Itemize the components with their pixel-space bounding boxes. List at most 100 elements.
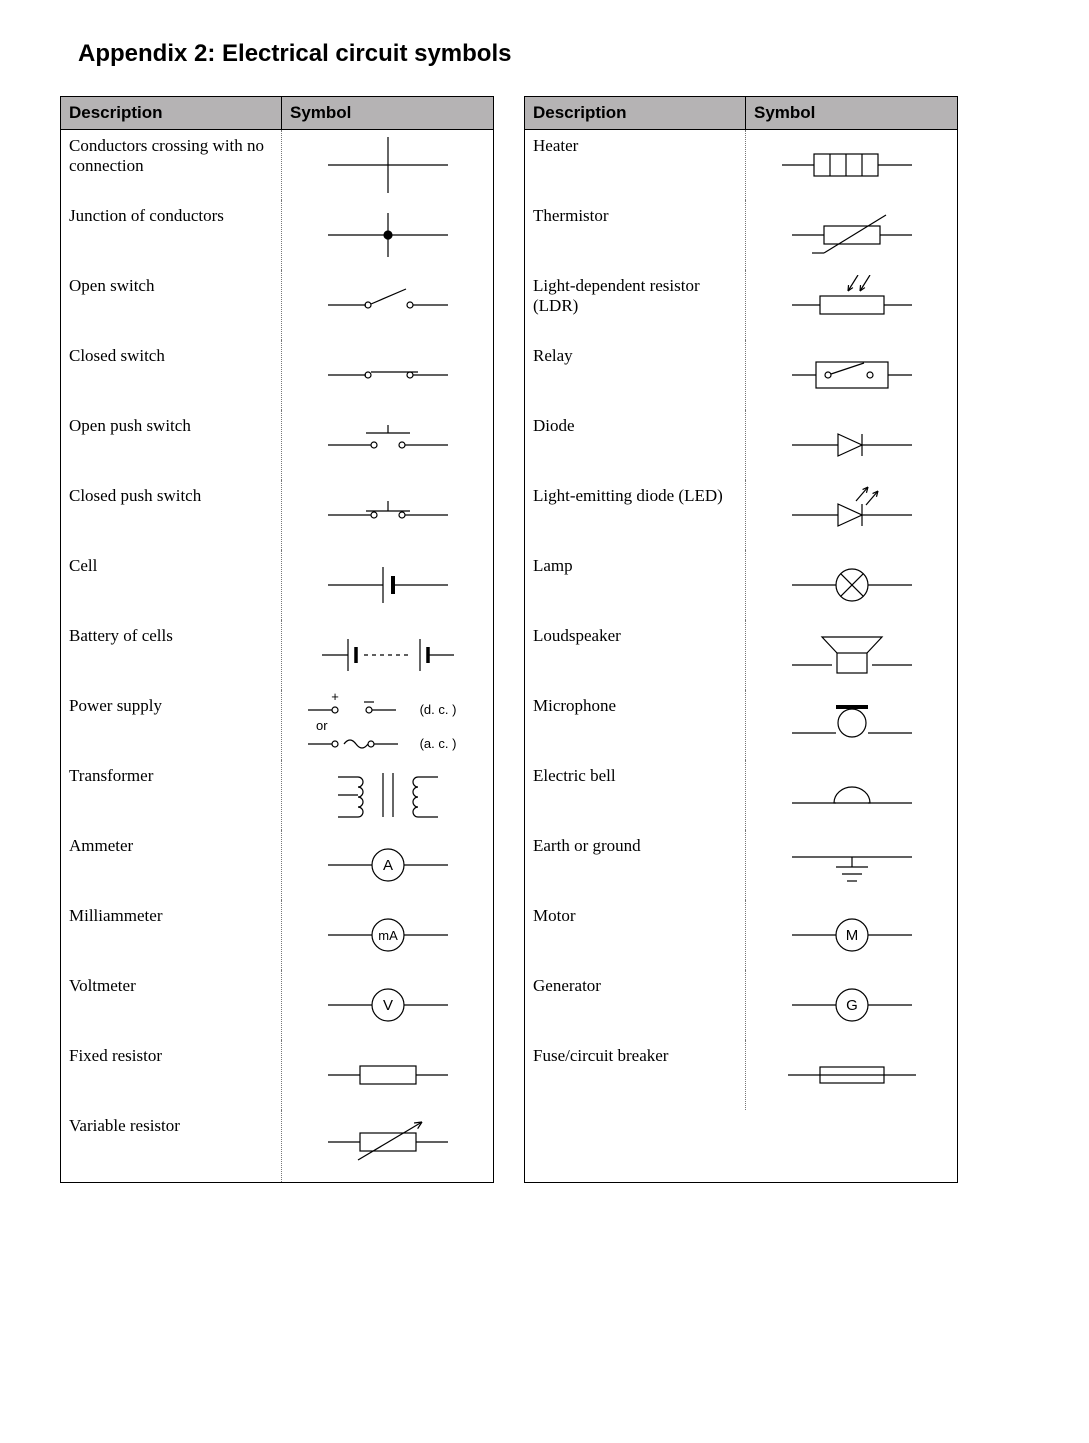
table-row: Thermistor [525, 200, 957, 270]
variable-resistor-icon [282, 1110, 493, 1182]
diode-icon [746, 410, 957, 480]
table-row: Open switch [61, 270, 493, 340]
table-row: Earth or ground [525, 830, 957, 900]
symbol-description: Loudspeaker [525, 620, 746, 690]
svg-text:G: G [846, 997, 858, 1014]
table-left: Description Symbol Conductors crossing w… [60, 96, 494, 1183]
closed-switch-icon [282, 340, 493, 410]
symbol-description: Thermistor [525, 200, 746, 270]
lamp-icon [746, 550, 957, 620]
thermistor-icon [746, 200, 957, 270]
battery-icon [282, 620, 493, 690]
relay-icon [746, 340, 957, 410]
symbol-description: Closed switch [61, 340, 282, 410]
generator-icon: G [746, 970, 957, 1040]
symbol-description: Generator [525, 970, 746, 1040]
col-header-symbol: Symbol [746, 97, 957, 129]
symbol-description: Variable resistor [61, 1110, 282, 1182]
svg-text:+: + [331, 692, 339, 704]
symbol-description: Earth or ground [525, 830, 746, 900]
fuse-icon [746, 1040, 957, 1110]
symbol-description: Fuse/circuit breaker [525, 1040, 746, 1110]
earth-icon [746, 830, 957, 900]
symbol-description: Milliammeter [61, 900, 282, 970]
fixed-resistor-icon [282, 1040, 493, 1110]
ammeter-icon: A [282, 830, 493, 900]
power-supply-icon: + (d. c. ) or (a. c. ) [282, 690, 493, 760]
table-row: Heater [525, 130, 957, 200]
bell-icon [746, 760, 957, 830]
symbol-description: Ammeter [61, 830, 282, 900]
symbol-description: Cell [61, 550, 282, 620]
symbol-description: Lamp [525, 550, 746, 620]
table-row: Conductors crossing with no connection [61, 130, 493, 200]
symbol-description: Open push switch [61, 410, 282, 480]
open-push-icon [282, 410, 493, 480]
open-switch-icon [282, 270, 493, 340]
table-row: Microphone [525, 690, 957, 760]
table-row: Ammeter A [61, 830, 493, 900]
svg-text:mA: mA [378, 928, 398, 943]
table-row: Battery of cells [61, 620, 493, 690]
symbol-description: Conductors crossing with no connection [61, 130, 282, 200]
svg-text:(d. c. ): (d. c. ) [419, 702, 456, 717]
table-row: Light-emitting diode (LED) [525, 480, 957, 550]
table-header: Description Symbol [61, 97, 493, 130]
symbol-description: Open switch [61, 270, 282, 340]
table-row: Electric bell [525, 760, 957, 830]
symbol-description: Fixed resistor [61, 1040, 282, 1110]
table-row: Voltmeter V [61, 970, 493, 1040]
table-row: Lamp [525, 550, 957, 620]
table-row: Fixed resistor [61, 1040, 493, 1110]
table-row: Junction of conductors [61, 200, 493, 270]
svg-text:(a. c. ): (a. c. ) [419, 736, 456, 751]
table-right: Description Symbol HeaterThermistorLight… [524, 96, 958, 1183]
symbol-description: Relay [525, 340, 746, 410]
table-row: Closed push switch [61, 480, 493, 550]
table-row: Variable resistor [61, 1110, 493, 1182]
loudspeaker-icon [746, 620, 957, 690]
table-row: Diode [525, 410, 957, 480]
page-title: Appendix 2: Electrical circuit symbols [78, 40, 1049, 68]
svg-text:A: A [382, 857, 392, 874]
symbol-description: Microphone [525, 690, 746, 760]
milliammeter-icon: mA [282, 900, 493, 970]
led-icon [746, 480, 957, 550]
symbol-description: Transformer [61, 760, 282, 830]
heater-icon [746, 130, 957, 200]
symbol-description: Diode [525, 410, 746, 480]
symbol-description: Power supply [61, 690, 282, 760]
col-header-symbol: Symbol [282, 97, 493, 129]
col-header-description: Description [525, 97, 746, 129]
table-row: Light-dependent resistor (LDR) [525, 270, 957, 340]
symbol-description: Motor [525, 900, 746, 970]
symbol-description: Voltmeter [61, 970, 282, 1040]
symbol-description: Closed push switch [61, 480, 282, 550]
symbol-description: Electric bell [525, 760, 746, 830]
motor-icon: M [746, 900, 957, 970]
table-row: Relay [525, 340, 957, 410]
table-header: Description Symbol [525, 97, 957, 130]
table-row: Motor M [525, 900, 957, 970]
table-row: Transformer [61, 760, 493, 830]
transformer-icon [282, 760, 493, 830]
symbol-description: Heater [525, 130, 746, 200]
table-row: Loudspeaker [525, 620, 957, 690]
symbol-description: Light-dependent resistor (LDR) [525, 270, 746, 340]
cross-no-connect-icon [282, 130, 493, 200]
svg-text:or: or [316, 718, 328, 733]
table-row: Open push switch [61, 410, 493, 480]
table-row: Closed switch [61, 340, 493, 410]
cell-icon [282, 550, 493, 620]
microphone-icon [746, 690, 957, 760]
svg-text:V: V [382, 997, 392, 1014]
table-row: Generator G [525, 970, 957, 1040]
table-row: Milliammeter mA [61, 900, 493, 970]
table-row: Cell [61, 550, 493, 620]
junction-icon [282, 200, 493, 270]
symbol-description: Battery of cells [61, 620, 282, 690]
table-row: Power supply + (d. c. ) or (a. c. ) [61, 690, 493, 760]
svg-text:M: M [845, 927, 858, 944]
table-row: Fuse/circuit breaker [525, 1040, 957, 1110]
ldr-icon [746, 270, 957, 340]
